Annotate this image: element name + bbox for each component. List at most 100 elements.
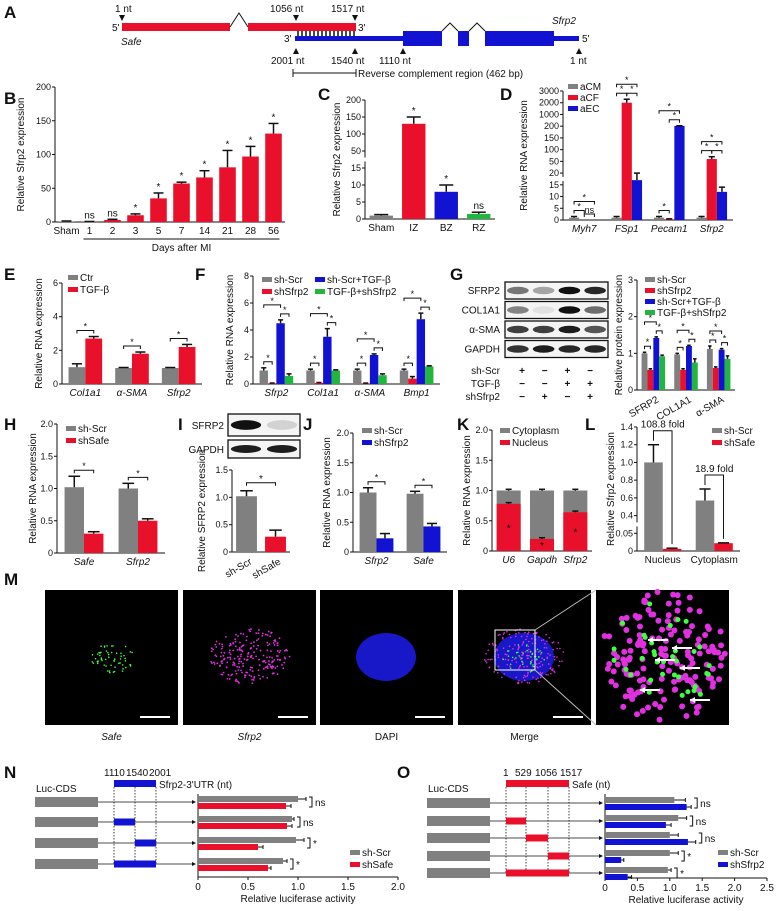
bar [104, 219, 121, 222]
fluorescence-dot [636, 613, 643, 620]
fluorescence-dot [628, 672, 634, 678]
fluorescence-dot [709, 665, 716, 672]
y-axis-label: Relative RNA expression [28, 433, 39, 544]
fluorescence-dot [538, 656, 540, 658]
fluorescence-dot [660, 671, 666, 677]
fluorescence-dot [671, 678, 678, 685]
fluorescence-dot [100, 651, 102, 654]
arrow-head [599, 836, 603, 840]
bar [178, 346, 196, 384]
blot-band [532, 286, 555, 295]
y-tick-label: 200 [36, 82, 51, 92]
significance-label: ns [700, 799, 711, 810]
category-label: Gapdh [527, 555, 557, 566]
y-axis-label: Relative RNA expression [322, 437, 333, 548]
down-triangle-icon [352, 15, 358, 21]
fluorescence-dot [656, 716, 663, 723]
fluorescence-dot [276, 642, 279, 644]
fluorescence-dot [523, 674, 526, 677]
y-tick-label: 3 [628, 275, 633, 285]
fluorescence-dot [250, 628, 252, 630]
blot-row-label: COL1A1 [462, 306, 501, 317]
fluorescence-dot [518, 646, 520, 648]
fluorescence-dot [561, 660, 563, 662]
blot-row [227, 413, 301, 437]
fluorescence-dot [639, 707, 646, 714]
significance-label: * [423, 298, 427, 308]
fluorescence-dot [228, 649, 231, 652]
fluorescence-dot [259, 649, 262, 652]
bar [605, 797, 675, 803]
bar [605, 850, 670, 856]
significance-bracket [123, 345, 141, 350]
safe-position-label: 1517 nt [331, 4, 365, 15]
y-tick-label: 150 [36, 116, 51, 126]
blot-band [558, 345, 581, 353]
fluorescence-dot [275, 655, 278, 657]
fluorescence-dot [106, 645, 108, 647]
blot-row-label: SFRP2 [192, 421, 225, 432]
significance-label: * [680, 869, 684, 880]
luc-cds-box [35, 838, 98, 848]
significance-label: * [714, 322, 718, 332]
legend-swatch [262, 289, 272, 294]
bar-nucleus [496, 503, 521, 551]
legend-swatch [68, 275, 78, 280]
chart-panel-i: 0 0.5 1.0 1.5 Relative SFRP2 expression sh-Sc… [197, 450, 290, 582]
significance-label: * [283, 305, 287, 315]
fluorescence-dot [225, 635, 227, 638]
fluorescence-dot [92, 662, 95, 664]
bar [85, 338, 103, 384]
micrograph-caption: DAPI [375, 732, 398, 743]
y-tick-label: 0 [48, 548, 53, 558]
panel-letter-e: E [4, 265, 15, 284]
significance-bracket [709, 339, 717, 343]
fluorescence-dot [499, 633, 501, 636]
fluorescence-dot [263, 659, 266, 662]
luc-cds-label: Luc-CDS [36, 784, 77, 795]
significance-bracket [420, 306, 430, 311]
fluorescence-dot [249, 630, 252, 633]
fluorescence-dot [485, 652, 487, 655]
fluorescence-dot [691, 649, 697, 655]
blot-band [584, 345, 606, 353]
fluorescence-dot [241, 671, 243, 674]
five-prime-label: 5' [112, 23, 120, 34]
blot-row [504, 300, 609, 320]
fluorescence-dot [517, 651, 519, 654]
fluorescence-dot [521, 660, 523, 663]
fluorescence-dot [262, 667, 265, 670]
fluorescence-dot [238, 666, 241, 669]
fluorescence-dot [266, 641, 269, 644]
fluorescence-dot [242, 662, 244, 665]
category-label: Nucleus [645, 555, 681, 566]
y-tick-label: 8 [244, 271, 249, 281]
fluorescence-dot [667, 622, 673, 628]
fluorescence-dot [110, 645, 113, 647]
y-tick-label: 1000 [539, 109, 559, 119]
bar [674, 354, 681, 390]
y-tick-label: 1.0 [40, 484, 53, 494]
bar [605, 839, 688, 845]
fluorescence-dot [253, 675, 256, 678]
y-tick-label: 1.4 [620, 422, 633, 432]
significance-bracket [403, 362, 413, 367]
fluorescence-dot [538, 662, 540, 665]
fluorescence-dot [518, 667, 520, 669]
fluorescence-dot [506, 631, 508, 633]
significance-bracket [373, 347, 383, 351]
y-tick-label: 0.5 [40, 516, 53, 526]
fluorescence-dot [558, 664, 560, 667]
panel-letter-b: B [4, 89, 16, 108]
fluorescence-dot [639, 642, 646, 649]
legend-swatch [315, 277, 325, 282]
fluorescence-dot [229, 658, 232, 660]
fluorescence-dot [248, 674, 251, 677]
fluorescence-dot [548, 663, 550, 665]
fluorescence-dot [270, 632, 272, 634]
significance-label: * [249, 135, 253, 146]
legend-swatch [500, 440, 510, 445]
fluorescence-dot [519, 656, 522, 659]
luc-cds-box [427, 868, 490, 878]
fluorescence-dot [485, 661, 488, 664]
